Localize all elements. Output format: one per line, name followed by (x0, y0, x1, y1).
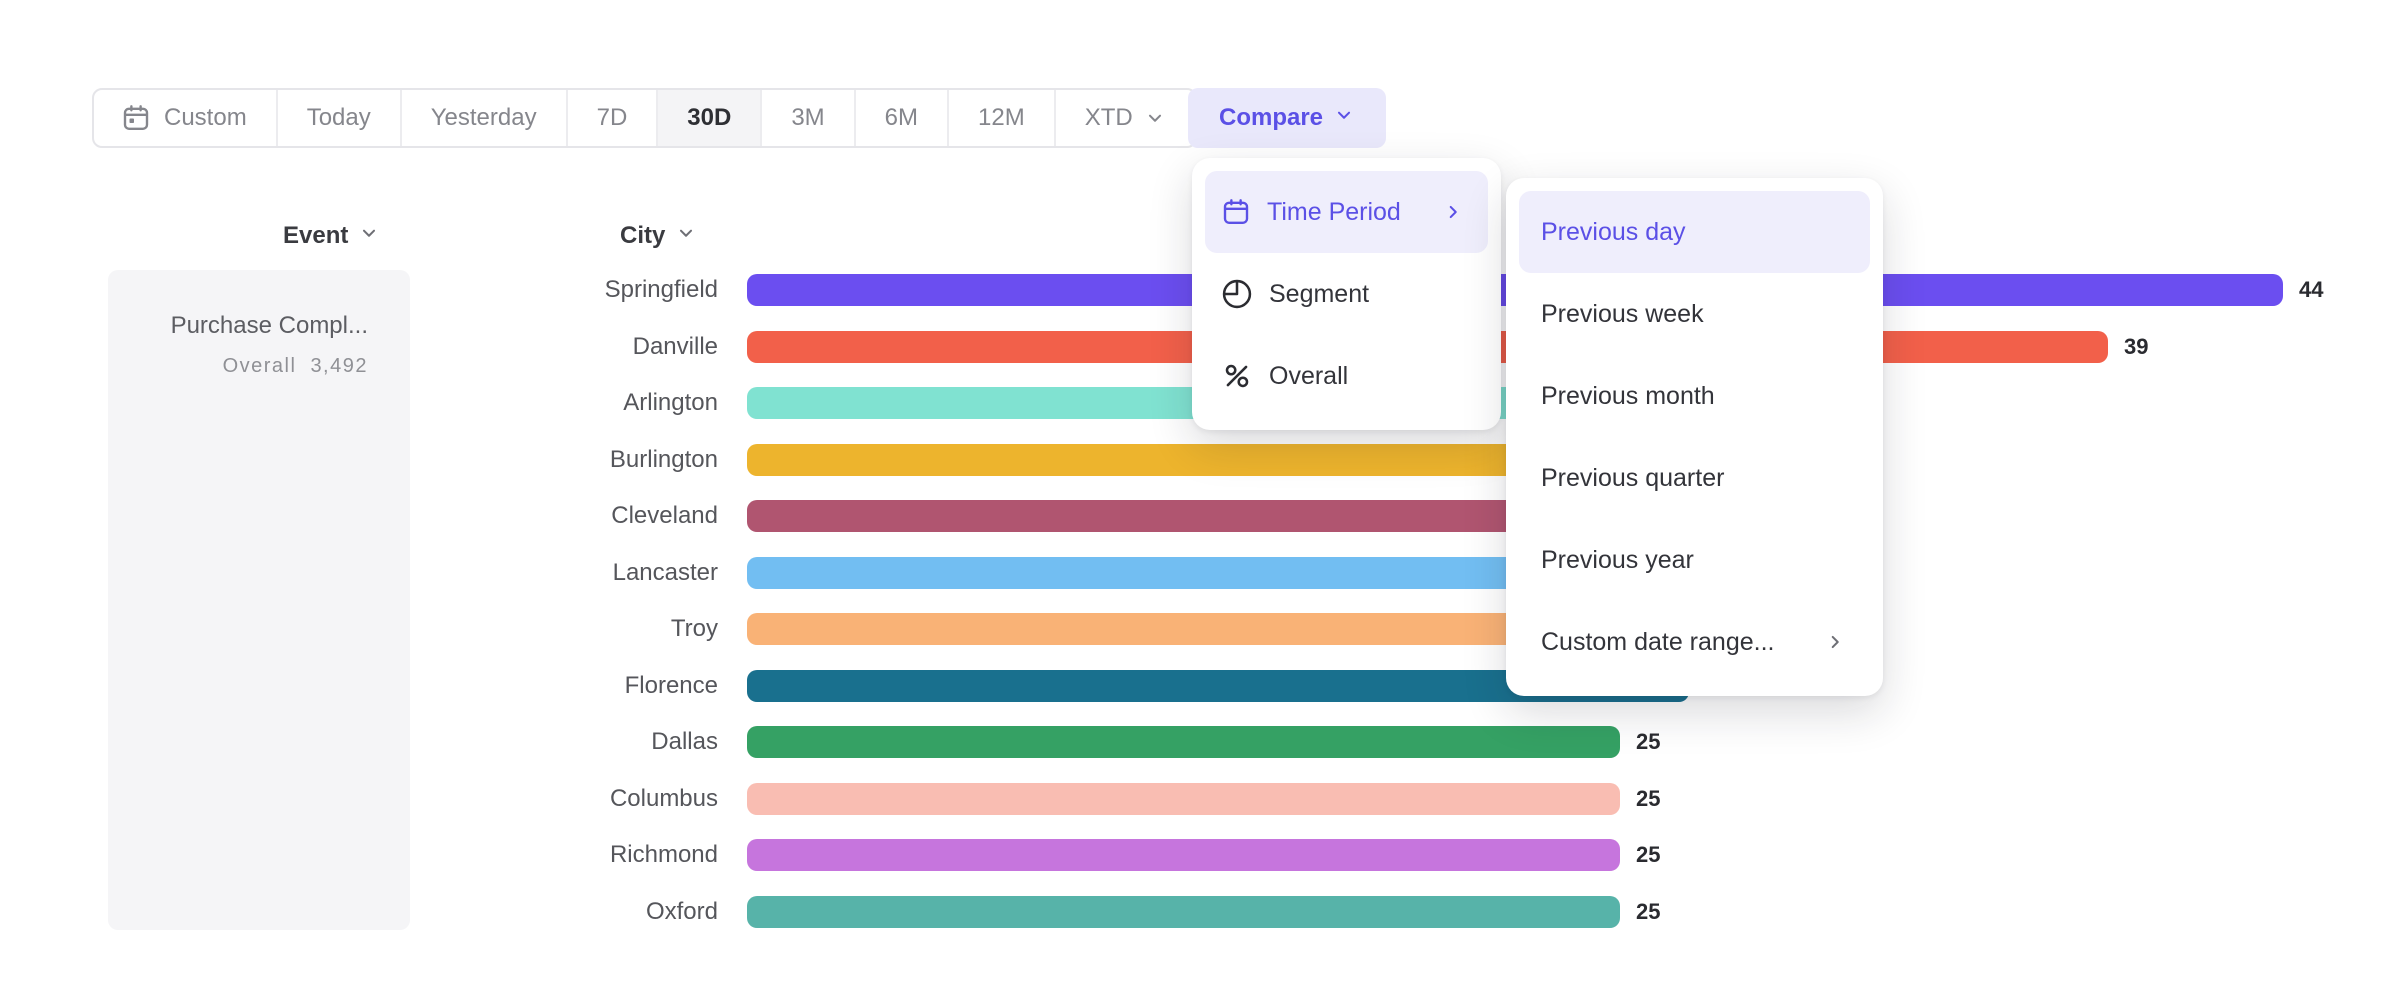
menu-item-label: Segment (1269, 279, 1370, 308)
range-button-label: 6M (884, 104, 918, 131)
event-card[interactable]: Purchase Compl... Overall 3,492 (108, 270, 410, 930)
event-overall-row: Overall 3,492 (128, 355, 368, 378)
percent-icon (1221, 360, 1253, 392)
chevron-right-icon (1442, 201, 1464, 223)
value-bar[interactable] (747, 782, 1620, 815)
city-label: Troy (670, 615, 718, 642)
table-row: Burlington (0, 443, 2394, 476)
city-label: Oxford (645, 897, 718, 925)
menu-item-overall[interactable]: Overall (1205, 335, 1488, 417)
event-name: Purchase Compl... (170, 312, 368, 339)
submenu-item-previous-week[interactable]: Previous week (1519, 273, 1870, 355)
city-column-header[interactable]: City (620, 218, 697, 254)
menu-item-label: Overall (1269, 361, 1349, 390)
city-label: Cleveland (611, 502, 718, 529)
menu-item-segment[interactable]: Segment (1205, 253, 1488, 335)
city-label: Columbus (609, 784, 718, 812)
menu-item-label: Previous year (1541, 545, 1694, 574)
chevron-down-icon (675, 222, 697, 251)
compare-button[interactable]: Compare (1188, 88, 1386, 148)
menu-item-label: Previous month (1541, 381, 1715, 410)
calendar-icon (121, 103, 151, 133)
range-button-label: Today (306, 104, 371, 131)
city-label: Florence (624, 671, 718, 699)
table-row: Oxford 25 (0, 895, 2394, 928)
compare-button-label: Compare (1218, 104, 1324, 131)
menu-item-label: Custom date range... (1541, 627, 1775, 656)
calendar-icon (1221, 197, 1251, 227)
value-bar[interactable] (747, 839, 1620, 871)
table-row: Florence (0, 669, 2394, 702)
submenu-item-custom-date-range[interactable]: Custom date range... (1519, 601, 1870, 683)
range-button-custom[interactable]: Custom (94, 90, 278, 146)
segment-icon (1221, 278, 1253, 310)
table-row: Richmond 25 (0, 839, 2394, 871)
menu-item-time-period[interactable]: Time Period (1205, 171, 1488, 253)
city-label: Danville (632, 332, 718, 360)
city-label: Dallas (651, 728, 718, 755)
compare-dropdown-menu: Time Period Segment Overall (1192, 158, 1501, 430)
bar-value-label: 25 (1636, 785, 1661, 811)
bar-value-label: 25 (1636, 842, 1661, 867)
range-button-label: Yesterday (430, 104, 537, 131)
menu-item-label: Previous day (1541, 217, 1686, 246)
range-button-30d[interactable]: 30D (658, 90, 763, 146)
range-button-12m[interactable]: 12M (949, 90, 1056, 146)
range-button-label: 3M (791, 104, 825, 131)
chevron-down-icon (358, 222, 380, 251)
table-row: Columbus 25 (0, 782, 2394, 815)
menu-item-label: Previous quarter (1541, 463, 1725, 492)
overall-label: Overall (222, 355, 297, 377)
range-button-6m[interactable]: 6M (856, 90, 949, 146)
menu-item-label: Time Period (1267, 197, 1401, 226)
range-button-3m[interactable]: 3M (762, 90, 856, 146)
submenu-item-previous-quarter[interactable]: Previous quarter (1519, 437, 1870, 519)
bar-value-label: 25 (1636, 898, 1661, 924)
city-column-label: City (620, 222, 666, 249)
range-button-xtd[interactable]: XTD (1056, 90, 1195, 146)
chevron-down-icon (1144, 107, 1166, 129)
range-button-7d[interactable]: 7D (568, 90, 659, 146)
value-bar[interactable] (747, 895, 1620, 928)
date-range-toolbar: Custom Today Yesterday 7D 30D 3M 6M 12M XTD (92, 88, 1197, 148)
range-button-label: 30D (687, 104, 732, 131)
time-period-submenu: Previous day Previous week Previous month P… (1506, 178, 1883, 696)
range-button-yesterday[interactable]: Yesterday (402, 90, 568, 146)
value-bar[interactable] (747, 726, 1620, 758)
city-label: Lancaster (612, 558, 718, 586)
city-label: Richmond (609, 841, 718, 868)
bar-value-label: 44 (2299, 277, 2324, 302)
menu-item-label: Previous week (1541, 299, 1704, 328)
chevron-down-icon (1333, 104, 1355, 133)
submenu-item-previous-year[interactable]: Previous year (1519, 519, 1870, 601)
event-column-label: Event (283, 222, 349, 249)
city-label: Springfield (604, 276, 718, 303)
range-button-label: XTD (1084, 104, 1133, 131)
range-button-today[interactable]: Today (278, 90, 402, 146)
table-row: Dallas 25 (0, 726, 2394, 758)
chevron-right-icon (1824, 631, 1846, 653)
submenu-item-previous-month[interactable]: Previous month (1519, 355, 1870, 437)
bar-value-label: 25 (1636, 729, 1661, 754)
submenu-item-previous-day[interactable]: Previous day (1519, 191, 1870, 273)
table-row: Troy (0, 613, 2394, 645)
table-row: Lancaster (0, 556, 2394, 589)
city-label: Arlington (623, 389, 718, 416)
event-column-header[interactable]: Event (283, 218, 380, 254)
overall-value: 3,492 (310, 355, 368, 377)
range-button-label: 12M (978, 104, 1025, 131)
range-button-label: Custom (164, 104, 247, 131)
range-button-label: 7D (596, 104, 628, 131)
bar-value-label: 39 (2124, 333, 2149, 359)
table-row: Cleveland (0, 500, 2394, 532)
city-label: Burlington (609, 445, 718, 473)
